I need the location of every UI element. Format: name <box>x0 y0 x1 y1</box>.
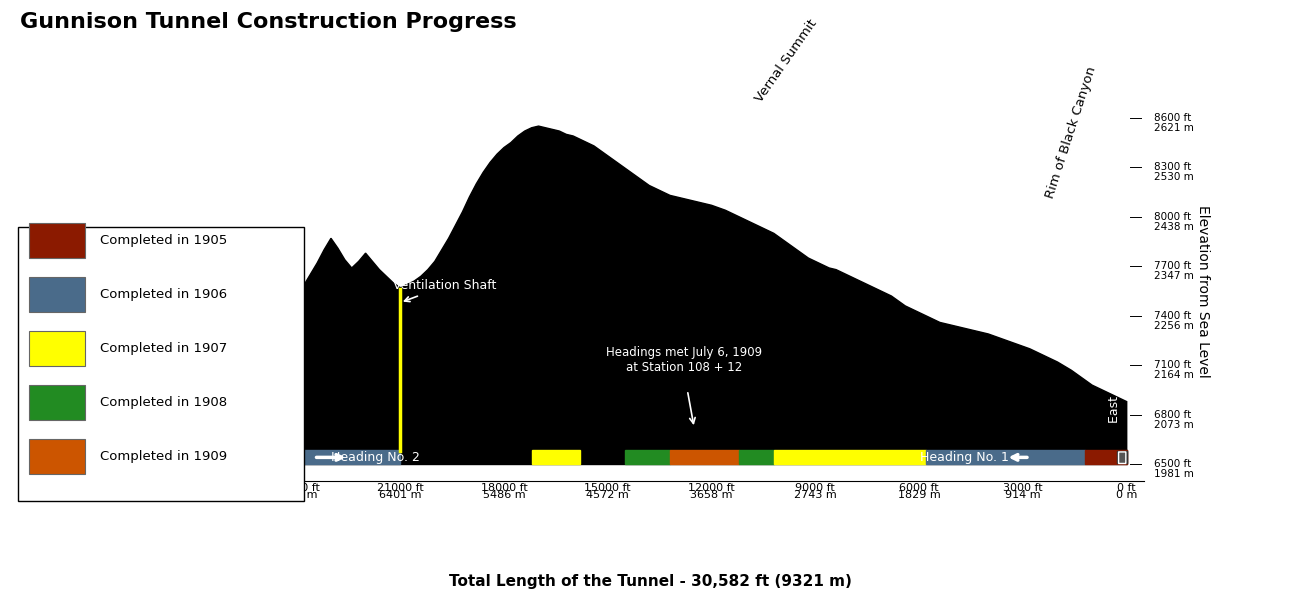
Text: 3000 ft: 3000 ft <box>1004 483 1043 493</box>
Bar <box>186 450 290 465</box>
Text: 2256 m: 2256 m <box>1154 321 1195 331</box>
Text: 2438 m: 2438 m <box>1154 222 1195 232</box>
Text: 9144 m: 9144 m <box>68 490 110 500</box>
Text: 18000 ft: 18000 ft <box>481 483 528 493</box>
Text: 8000 ft: 8000 ft <box>1154 212 1192 222</box>
Text: Completed in 1906: Completed in 1906 <box>100 288 228 301</box>
Bar <box>88 450 186 465</box>
Bar <box>532 450 580 465</box>
Bar <box>625 450 670 465</box>
Text: 12000 ft: 12000 ft <box>688 483 734 493</box>
Text: 5486 m: 5486 m <box>482 490 525 500</box>
Text: 15000 ft: 15000 ft <box>585 483 630 493</box>
Text: Elevation from Sea Level: Elevation from Sea Level <box>1196 205 1210 377</box>
Text: Completed in 1908: Completed in 1908 <box>100 396 228 409</box>
Text: 9000 ft: 9000 ft <box>796 483 835 493</box>
Text: Completed in 1909: Completed in 1909 <box>100 450 228 463</box>
Bar <box>926 450 1086 465</box>
Text: 2073 m: 2073 m <box>1154 419 1195 430</box>
Text: 1981 m: 1981 m <box>1154 469 1195 479</box>
Text: 2530 m: 2530 m <box>1154 172 1195 182</box>
Text: 7315 m: 7315 m <box>276 490 317 500</box>
Text: 2743 m: 2743 m <box>794 490 837 500</box>
Bar <box>774 450 926 465</box>
Text: 4572 m: 4572 m <box>586 490 629 500</box>
Text: Rim of Black Canyon: Rim of Black Canyon <box>1044 65 1098 200</box>
Text: 7400 ft: 7400 ft <box>1154 311 1192 321</box>
Bar <box>1086 450 1127 465</box>
Text: Total Length of the Tunnel - 30,582 ft (9321 m): Total Length of the Tunnel - 30,582 ft (… <box>448 574 852 589</box>
Text: 2164 m: 2164 m <box>1154 370 1195 380</box>
Text: 6500 ft: 6500 ft <box>1154 459 1192 469</box>
FancyBboxPatch shape <box>1118 452 1126 463</box>
Text: Heading No. 1: Heading No. 1 <box>920 451 1009 464</box>
Text: 1829 m: 1829 m <box>898 490 940 500</box>
Bar <box>88 450 1127 465</box>
Text: 6401 m: 6401 m <box>378 490 421 500</box>
Text: 8600 ft: 8600 ft <box>1154 113 1192 123</box>
Polygon shape <box>88 126 1127 451</box>
Text: East Portal: East Portal <box>1108 356 1121 423</box>
Bar <box>285 355 290 451</box>
Text: Completed in 1905: Completed in 1905 <box>100 234 228 247</box>
Text: 24000 ft: 24000 ft <box>273 483 320 493</box>
Text: 7100 ft: 7100 ft <box>1154 361 1192 370</box>
Bar <box>1117 451 1127 463</box>
Text: 8230 m: 8230 m <box>172 490 214 500</box>
Text: Headings No .3
and No. 4 met
July 3, 1906: Headings No .3 and No. 4 met July 3, 190… <box>192 331 282 374</box>
Text: 2347 m: 2347 m <box>1154 271 1195 281</box>
Text: Completed in 1907: Completed in 1907 <box>100 342 228 355</box>
Bar <box>670 450 740 465</box>
Text: 914 m: 914 m <box>1005 490 1041 500</box>
Text: 21000 ft: 21000 ft <box>377 483 424 493</box>
Text: 6800 ft: 6800 ft <box>1154 410 1192 420</box>
Text: Vernal Summit: Vernal Summit <box>753 17 820 105</box>
Bar <box>740 450 774 465</box>
Text: Gunnison Tunnel Construction Progress: Gunnison Tunnel Construction Progress <box>20 12 516 32</box>
Text: Heading No. 2: Heading No. 2 <box>332 451 420 464</box>
Text: 8300 ft: 8300 ft <box>1154 162 1192 172</box>
Text: Headings met July 6, 1909
at Station 108 + 12: Headings met July 6, 1909 at Station 108… <box>606 346 762 374</box>
Text: Ventilation Shaft: Ventilation Shaft <box>393 279 497 302</box>
Text: 7700 ft: 7700 ft <box>1154 261 1192 271</box>
Text: West Portal: West Portal <box>79 352 92 423</box>
Text: 27000 ft: 27000 ft <box>169 483 216 493</box>
Text: 3658 m: 3658 m <box>690 490 733 500</box>
Text: 0 m: 0 m <box>1115 490 1138 500</box>
Bar <box>290 450 400 465</box>
Text: 6000 ft: 6000 ft <box>900 483 939 493</box>
Text: 2621 m: 2621 m <box>1154 123 1195 133</box>
Text: 30000 ft: 30000 ft <box>65 483 112 493</box>
Text: 0 ft: 0 ft <box>1118 483 1136 493</box>
